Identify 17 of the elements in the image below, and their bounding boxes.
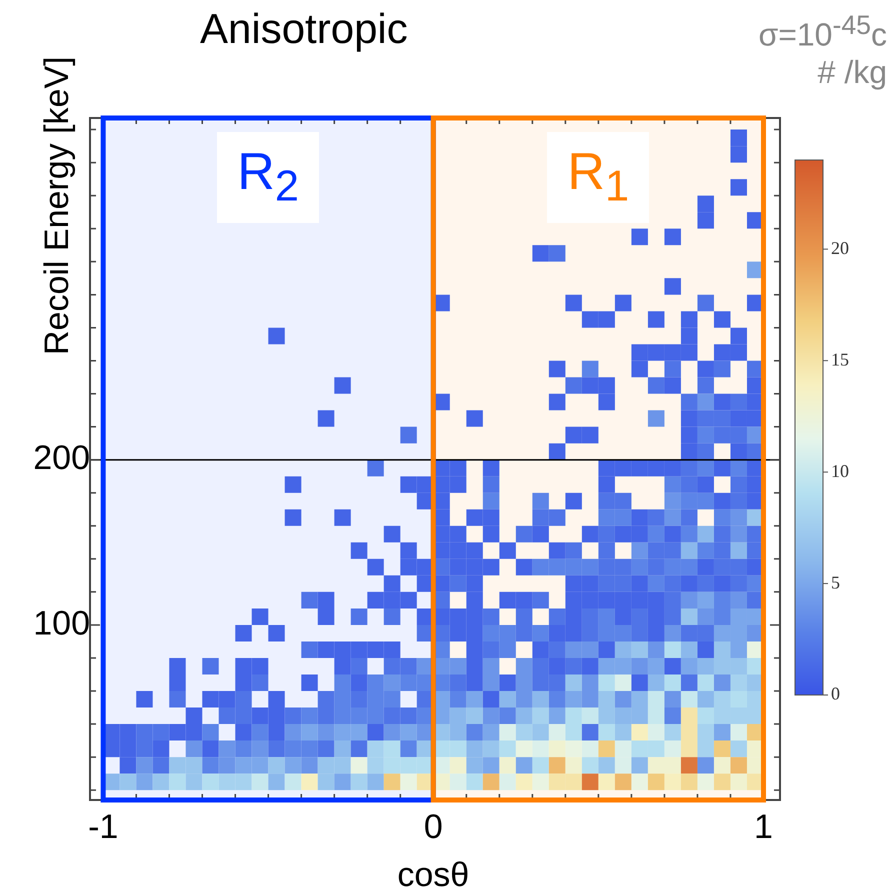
y-tick-label: 200 xyxy=(33,439,90,478)
color-bar-label: 20 xyxy=(831,238,849,258)
band-label: R$_{2}$ xyxy=(217,132,319,223)
x-tick-label: 0 xyxy=(424,808,443,846)
color-bar-label: 0 xyxy=(831,684,840,704)
color-bar-label: 5 xyxy=(831,572,840,592)
x-tick-label: 1 xyxy=(754,808,773,846)
x-tick-label: -1 xyxy=(88,808,118,846)
y-axis-title: Recoil Energy [keV] xyxy=(38,56,76,354)
text: σ=10$^{-45}$c xyxy=(758,10,887,53)
y-tick-label: 100 xyxy=(33,604,90,642)
band-label: R$_{1}$ xyxy=(547,132,650,223)
chart-title: Anisotropic xyxy=(200,5,408,52)
color-bar-label: 15 xyxy=(831,349,849,370)
color-bar-label: 10 xyxy=(831,460,849,481)
x-axis-title: cosθ xyxy=(397,856,470,894)
text: # /kg xyxy=(818,54,887,90)
